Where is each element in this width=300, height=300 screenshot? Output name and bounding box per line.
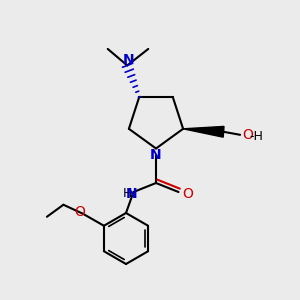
Text: O: O	[182, 187, 193, 200]
Text: -H: -H	[250, 130, 263, 143]
Text: H: H	[123, 187, 132, 200]
Polygon shape	[183, 126, 224, 137]
Text: N: N	[150, 148, 162, 162]
Text: N: N	[123, 53, 135, 67]
Text: O: O	[242, 128, 253, 142]
Text: N: N	[126, 187, 138, 200]
Text: O: O	[74, 205, 86, 219]
